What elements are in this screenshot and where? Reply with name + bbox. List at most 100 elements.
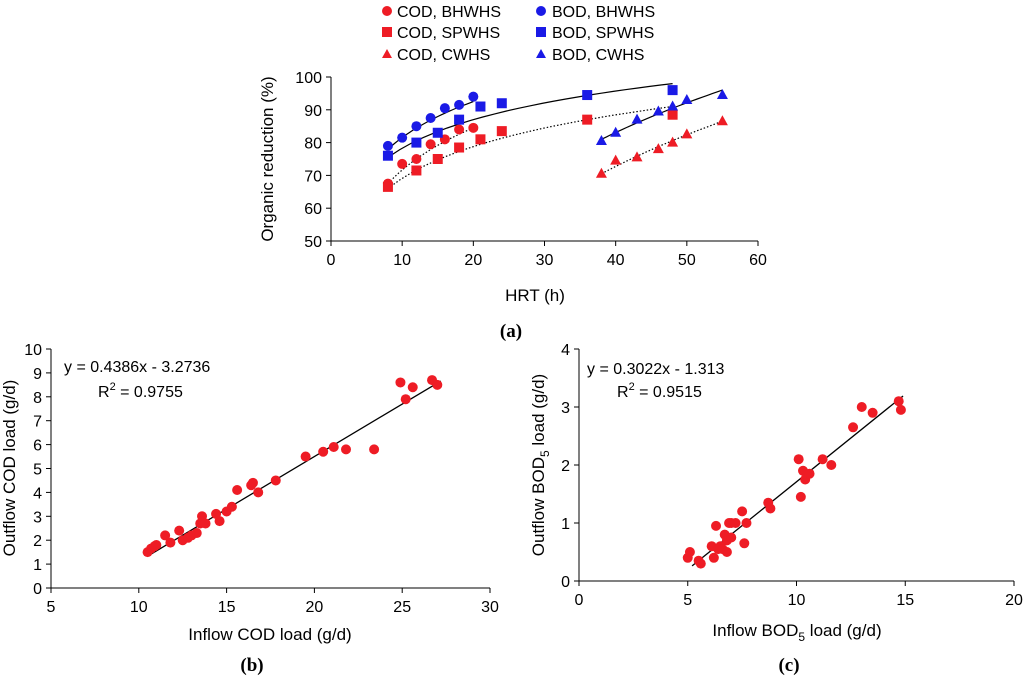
data-point-bod-cwhs bbox=[667, 100, 679, 111]
panel-b-r2-label: R bbox=[98, 384, 110, 401]
panel-c-label: (c) bbox=[778, 655, 799, 676]
panel-b-data-point bbox=[407, 382, 418, 393]
panel-c-data-point bbox=[895, 404, 906, 415]
panel-c-data-point bbox=[867, 407, 878, 418]
panel-c-x-tick-label: 5 bbox=[683, 592, 692, 609]
data-point-bod-cwhs bbox=[610, 126, 622, 137]
panel-c-data-point bbox=[741, 518, 752, 528]
data-point-cod-spwhs bbox=[454, 142, 465, 153]
data-point-bod-cwhs bbox=[652, 105, 664, 116]
panel-b-data-point bbox=[270, 475, 281, 486]
panel-b-y-tick-label: 4 bbox=[33, 485, 42, 502]
panel-b-data-point bbox=[226, 501, 237, 512]
data-point-bod-spwhs bbox=[496, 98, 507, 109]
panel-c-y-tick-label: 4 bbox=[561, 342, 570, 359]
panel-a-x-tick-label: 50 bbox=[678, 252, 696, 269]
panel-c-points bbox=[682, 396, 906, 569]
panel-b-data-point bbox=[328, 441, 339, 452]
panel-b-data-point bbox=[200, 518, 211, 529]
data-point-bod-cwhs bbox=[631, 113, 643, 124]
panel-c-y-tick-label: 0 bbox=[561, 574, 570, 591]
data-point-cod-cwhs bbox=[667, 136, 679, 147]
panel-b-data-point bbox=[395, 377, 406, 388]
panel-a-x-tick-label: 20 bbox=[464, 252, 482, 269]
panel-c-data-point bbox=[708, 552, 719, 563]
data-point-bod-spwhs bbox=[411, 137, 422, 148]
data-point-cod-spwhs bbox=[411, 165, 422, 176]
data-point-bod-cwhs bbox=[716, 89, 728, 100]
panel-b-y-tick-label: 9 bbox=[33, 366, 42, 383]
legend-label-cod-bhwhs: COD, BHWHS bbox=[397, 4, 501, 21]
panel-a-y-tick-label: 90 bbox=[304, 103, 322, 120]
data-point-cod-cwhs bbox=[610, 154, 622, 165]
data-point-cod-cwhs bbox=[595, 167, 607, 178]
panel-c-data-point bbox=[826, 460, 837, 470]
panel-c-data-point bbox=[765, 503, 776, 514]
panel-b-y-tick-label: 10 bbox=[24, 342, 42, 359]
panel-b-data-point bbox=[174, 525, 185, 536]
panel-c-y-label-tail: load (g/d) bbox=[529, 374, 548, 451]
panel-b-x-tick-label: 20 bbox=[306, 599, 324, 616]
panel-c-y-label-sub: 5 bbox=[538, 450, 552, 457]
panel-b-y-tick-label: 2 bbox=[33, 533, 42, 550]
panel-b-x-tick-label: 5 bbox=[47, 599, 56, 616]
panel-b-x-tick-label: 30 bbox=[481, 599, 499, 616]
panel-c-data-point bbox=[804, 468, 815, 479]
panel-a-x-tick-label: 60 bbox=[749, 252, 767, 269]
panel-a-trendline-cod-cwhs bbox=[601, 120, 723, 175]
data-point-bod-spwhs bbox=[454, 114, 465, 125]
panel-c-x-label-tail: load (g/d) bbox=[805, 621, 882, 640]
panel-c-y-tick-label: 1 bbox=[561, 516, 570, 533]
panel-b-data-point bbox=[300, 451, 311, 462]
legend-label-bod-bhwhs: BOD, BHWHS bbox=[552, 4, 655, 21]
panel-b-data-point bbox=[232, 485, 243, 496]
panel-c-x-tick-label: 20 bbox=[1005, 592, 1023, 609]
data-point-cod-spwhs bbox=[496, 126, 507, 137]
panel-b-data-point bbox=[160, 530, 171, 541]
panel-c-data-point bbox=[795, 491, 806, 502]
data-point-cod-spwhs bbox=[582, 114, 593, 125]
panel-b-data-point bbox=[341, 444, 352, 455]
data-point-bod-bhwhs bbox=[382, 140, 393, 151]
panel-c-data-point bbox=[817, 454, 828, 465]
panel-b-y-tick-label: 5 bbox=[33, 462, 42, 479]
data-point-bod-spwhs bbox=[432, 127, 443, 138]
panel-a-x-tick-label: 10 bbox=[393, 252, 411, 269]
panel-c-data-point bbox=[793, 454, 804, 465]
panel-b-y-tick-label: 6 bbox=[33, 438, 42, 455]
data-point-cod-cwhs bbox=[652, 143, 664, 154]
legend-marker-cod-cwhs bbox=[382, 49, 392, 58]
panel-a-x-axis-label: HRT (h) bbox=[505, 286, 565, 305]
panel-b-data-point bbox=[214, 516, 225, 527]
legend-label-bod-cwhs: BOD, CWHS bbox=[552, 47, 644, 64]
legend-label-cod-spwhs: COD, SPWHS bbox=[397, 25, 500, 42]
data-point-cod-bhwhs bbox=[397, 158, 408, 169]
panel-c-r2: R2 = 0.9515 bbox=[617, 381, 702, 401]
panel-c-r2-value: = 0.9515 bbox=[635, 384, 702, 401]
panel-c-r2-sup: 2 bbox=[629, 381, 635, 393]
legend-label-bod-spwhs: BOD, SPWHS bbox=[552, 25, 654, 42]
panel-b-y-tick-label: 1 bbox=[33, 557, 42, 574]
panel-c-data-point bbox=[893, 396, 904, 407]
panel-c-x-tick-label: 10 bbox=[788, 592, 806, 609]
data-point-cod-bhwhs bbox=[454, 124, 465, 135]
panel-b-data-point bbox=[165, 537, 176, 548]
panel-c-x-tick-label: 0 bbox=[575, 592, 584, 609]
panel-c-ticks: 0 5 10 15 20 0 1 2 3 4 bbox=[561, 342, 1023, 609]
data-point-cod-cwhs bbox=[681, 128, 693, 139]
panel-b-x-axis-label: Inflow COD load (g/d) bbox=[188, 625, 351, 644]
panel-b-data-point bbox=[432, 379, 443, 390]
panel-c-x-label-sub: 5 bbox=[798, 630, 805, 644]
data-point-bod-bhwhs bbox=[454, 99, 465, 110]
panel-c-data-point bbox=[856, 402, 867, 412]
data-point-cod-bhwhs bbox=[411, 154, 422, 164]
panel-c-data-point bbox=[737, 506, 748, 517]
panel-b-label: (b) bbox=[240, 655, 263, 676]
legend-marker-bod-bhwhs bbox=[536, 6, 546, 16]
panel-b-data-point bbox=[400, 394, 411, 405]
panel-a-y-axis-label: Organic reduction (%) bbox=[258, 76, 277, 241]
data-point-bod-bhwhs bbox=[411, 121, 422, 132]
data-point-cod-spwhs bbox=[475, 134, 486, 145]
data-point-bod-bhwhs bbox=[439, 103, 450, 114]
